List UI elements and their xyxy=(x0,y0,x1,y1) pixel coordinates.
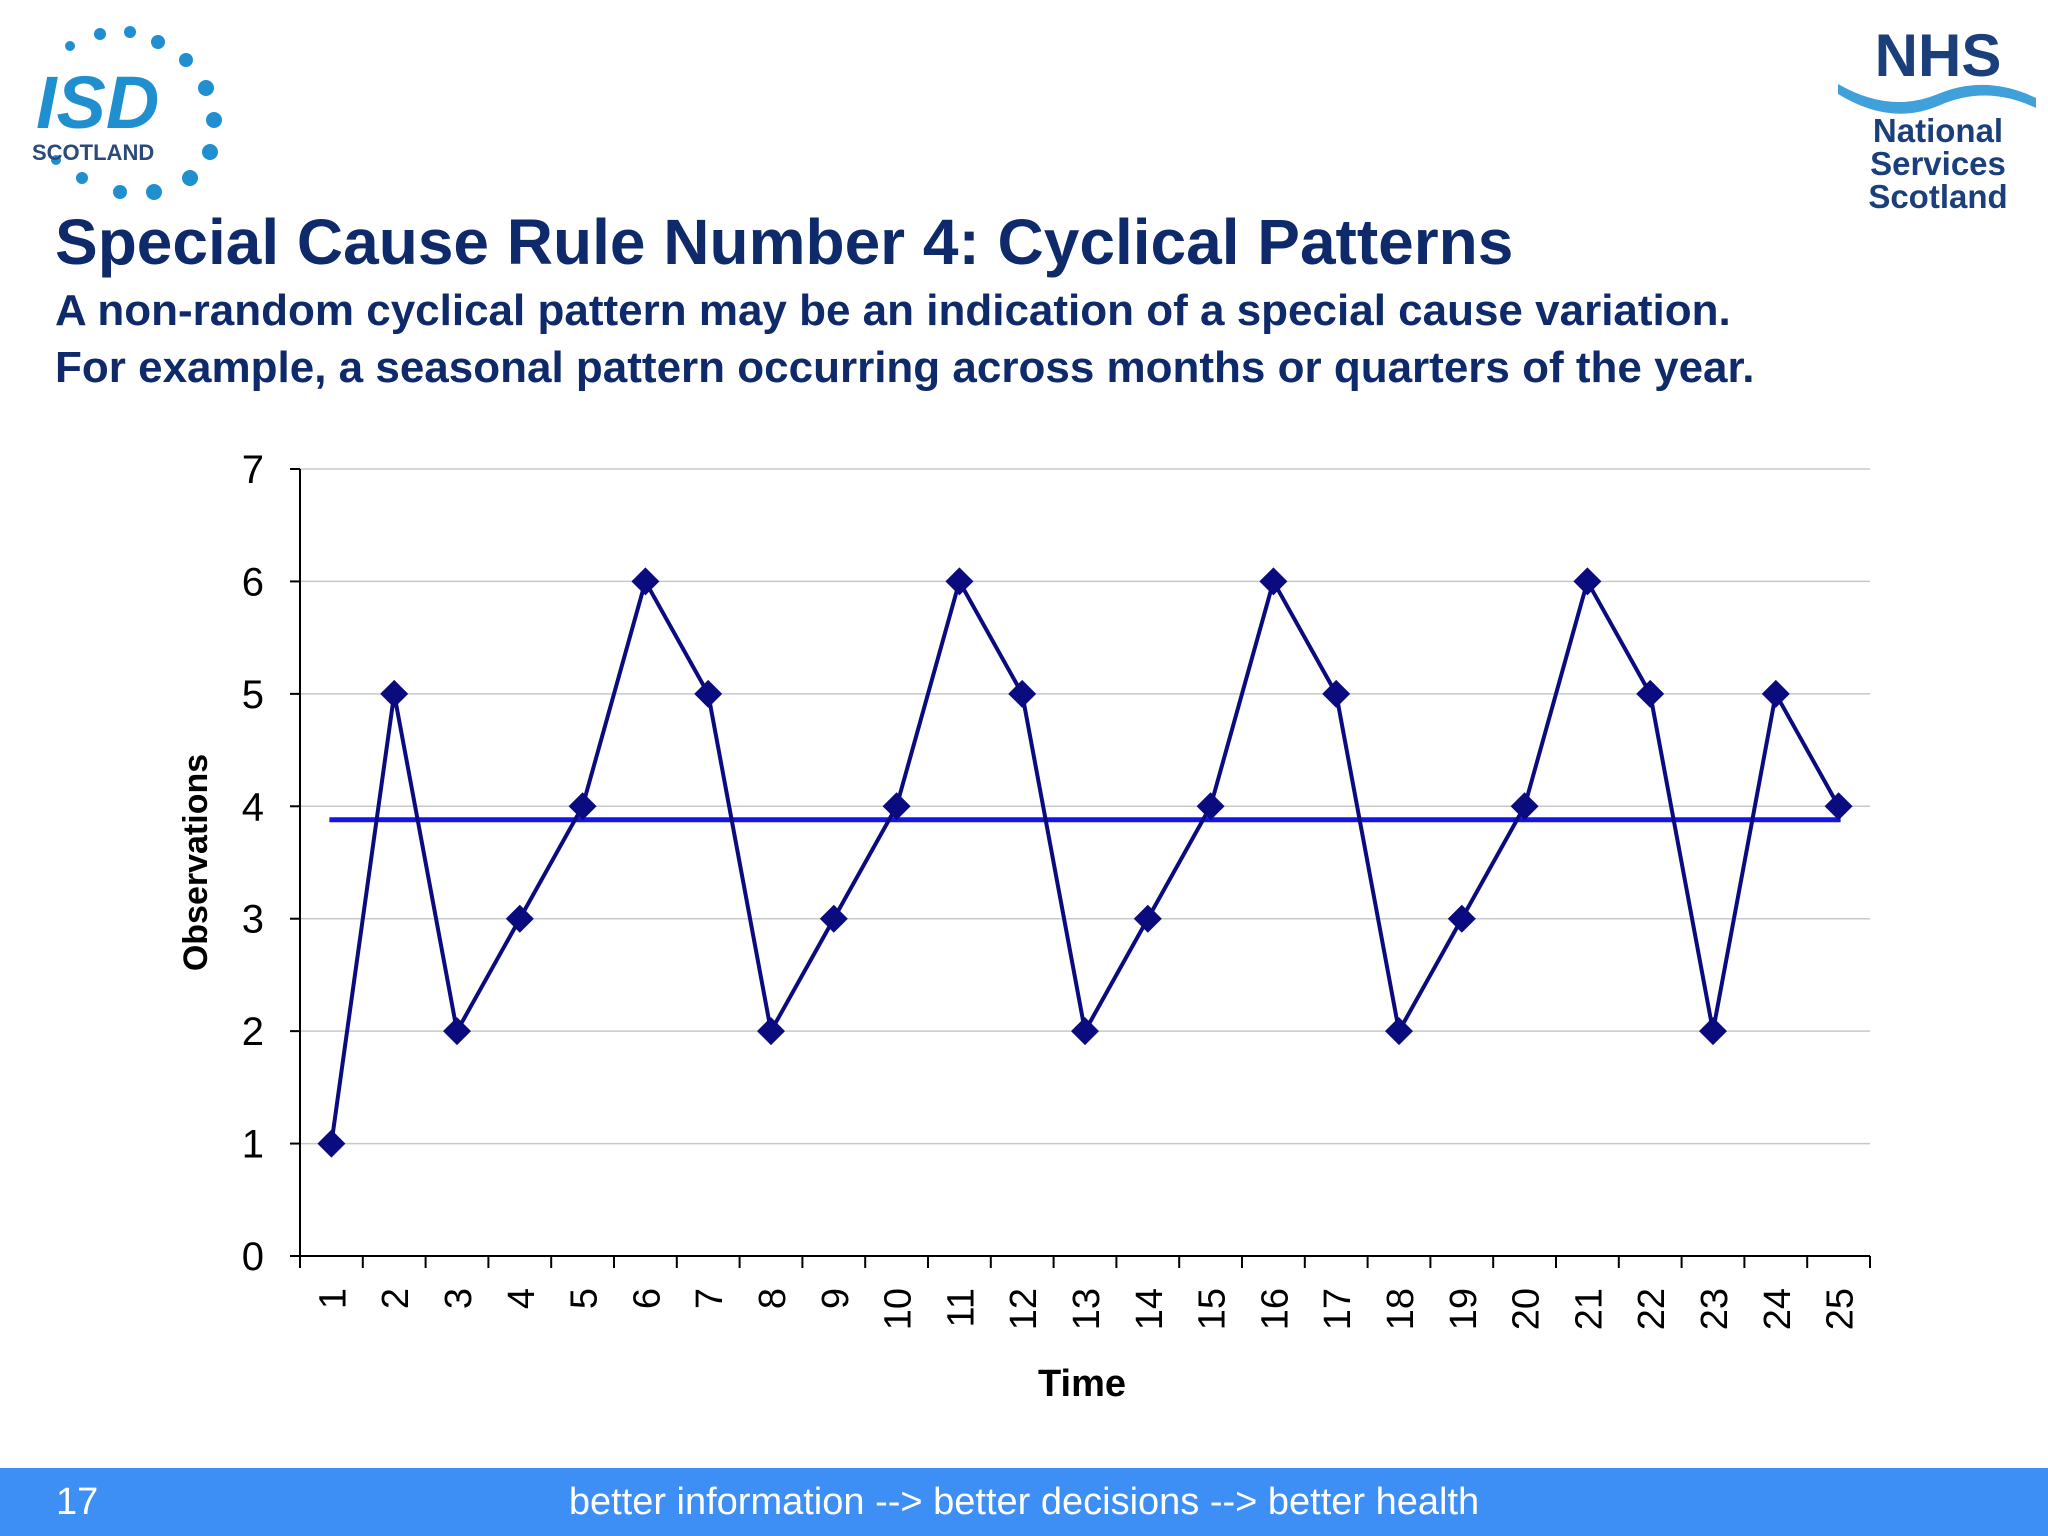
x-tick-label: 9 xyxy=(815,1288,857,1309)
data-point-marker xyxy=(443,1017,471,1046)
x-tick-label: 14 xyxy=(1129,1288,1171,1330)
data-point-marker xyxy=(380,679,409,708)
isd-logo-dots xyxy=(51,26,222,200)
data-point-marker xyxy=(1510,792,1539,821)
x-tick-label: 16 xyxy=(1254,1288,1296,1330)
x-tick-label: 24 xyxy=(1757,1288,1799,1330)
data-point-marker xyxy=(1196,792,1225,821)
subtitle-line-1: A non-random cyclical pattern may be an … xyxy=(55,286,1731,335)
y-tick-label: 0 xyxy=(242,1235,264,1279)
data-point-marker xyxy=(1008,679,1037,708)
nhs-national-services-scotland-logo: NHS National Services Scotland xyxy=(1838,22,2036,215)
slide-subtitle: A non-random cyclical pattern may be an … xyxy=(55,282,1754,396)
nhs-saltire-wave xyxy=(1838,84,2036,114)
x-tick-label: 6 xyxy=(626,1288,668,1309)
x-tick-label: 3 xyxy=(438,1288,480,1309)
data-point-marker xyxy=(882,792,911,821)
footer-tagline: better information --> better decisions … xyxy=(568,1481,1480,1523)
y-tick-label: 4 xyxy=(242,785,264,829)
x-tick-label: 15 xyxy=(1192,1288,1234,1330)
isd-logo-main-text: ISD xyxy=(36,61,159,144)
x-tick-label: 8 xyxy=(752,1288,794,1309)
x-tick-label: 13 xyxy=(1066,1288,1108,1330)
data-point-marker xyxy=(317,1129,346,1158)
y-tick-label: 6 xyxy=(242,560,264,604)
nhs-logo-line2: Services xyxy=(1870,145,2006,182)
x-tick-label: 5 xyxy=(564,1288,606,1309)
y-axis-title: Observations xyxy=(177,754,215,971)
isd-scotland-logo: ISD SCOTLAND xyxy=(32,26,222,200)
x-tick-label: 22 xyxy=(1631,1288,1673,1330)
x-tick-label: 18 xyxy=(1380,1288,1422,1330)
data-point-marker xyxy=(1636,679,1665,708)
data-point-marker xyxy=(694,679,723,708)
data-point-marker xyxy=(505,904,534,933)
x-tick-label: 4 xyxy=(501,1288,543,1309)
data-point-marker xyxy=(1259,567,1288,596)
subtitle-line-2: For example, a seasonal pattern occurrin… xyxy=(55,343,1755,392)
slide-number: 17 xyxy=(56,1481,99,1523)
x-tick-label: 23 xyxy=(1694,1288,1736,1330)
y-tick-label: 3 xyxy=(242,898,264,942)
data-point-marker xyxy=(631,567,660,596)
y-tick-label: 1 xyxy=(242,1123,264,1167)
x-tick-label: 20 xyxy=(1506,1288,1548,1330)
x-tick-label: 2 xyxy=(375,1288,417,1309)
data-point-marker xyxy=(1761,679,1790,708)
slide-title: Special Cause Rule Number 4: Cyclical Pa… xyxy=(55,206,1514,278)
x-tick-label: 11 xyxy=(940,1288,982,1327)
y-tick-label: 2 xyxy=(242,1010,264,1054)
y-tick-label: 5 xyxy=(242,673,264,717)
nhs-logo-main-text: NHS xyxy=(1875,22,2002,89)
data-point-marker xyxy=(1133,904,1162,933)
data-point-marker xyxy=(1824,792,1853,821)
y-tick-label: 7 xyxy=(242,448,264,492)
x-tick-label: 7 xyxy=(689,1288,731,1309)
observations-line xyxy=(329,576,1841,1144)
data-point-marker xyxy=(819,904,848,933)
nhs-logo-line3: Scotland xyxy=(1868,178,2007,215)
x-tick-label: 19 xyxy=(1443,1288,1485,1330)
x-tick-label: 17 xyxy=(1317,1288,1359,1330)
data-point-marker xyxy=(1447,904,1476,933)
data-point-marker xyxy=(1699,1017,1727,1046)
x-tick-label: 21 xyxy=(1568,1288,1610,1330)
x-tick-label: 25 xyxy=(1820,1288,1862,1330)
data-point-marker xyxy=(1322,679,1351,708)
data-point-marker xyxy=(1385,1017,1413,1046)
nhs-logo-line1: National xyxy=(1873,112,2003,149)
footer-bar: 17 better information --> better decisio… xyxy=(0,1468,2048,1536)
x-tick-label: 1 xyxy=(312,1288,354,1309)
data-point-marker xyxy=(757,1017,785,1046)
data-point-marker xyxy=(1071,1017,1099,1046)
data-point-marker xyxy=(1573,567,1602,596)
data-point-marker xyxy=(945,567,974,596)
x-tick-label: 10 xyxy=(878,1288,920,1330)
x-tick-label: 12 xyxy=(1003,1288,1045,1330)
isd-logo-sub-text: SCOTLAND xyxy=(32,140,154,165)
data-point-marker xyxy=(568,792,597,821)
x-axis-title: Time xyxy=(1038,1363,1126,1405)
